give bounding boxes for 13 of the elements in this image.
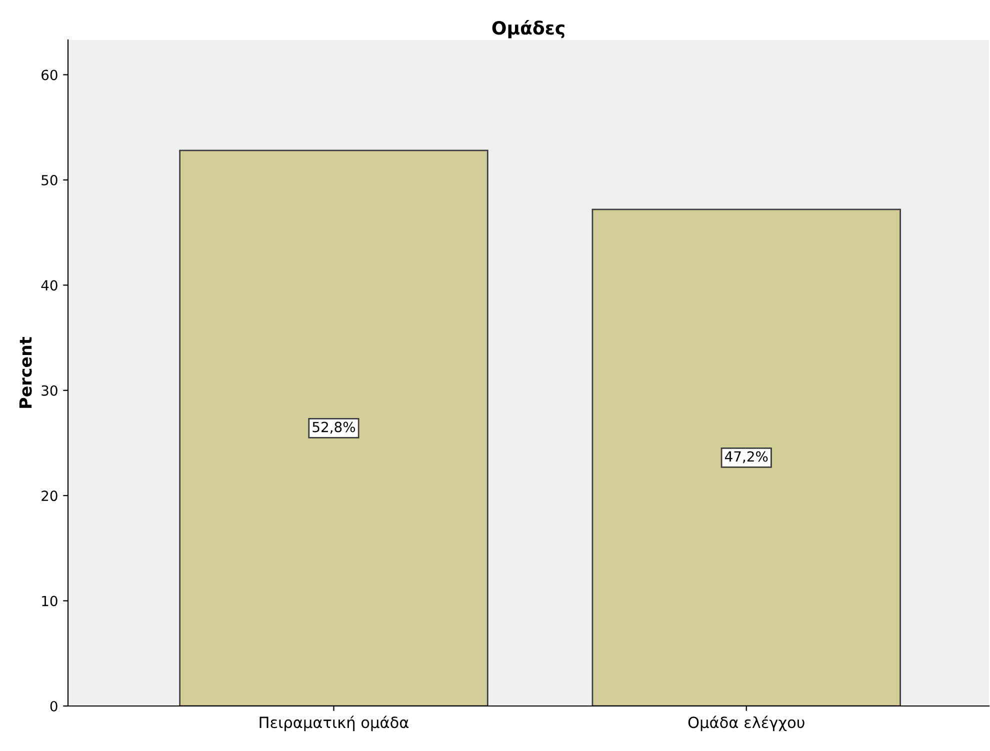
y-tick-label: 50: [42, 174, 58, 186]
y-tick-label: 10: [42, 596, 58, 606]
y-tick-label: 60: [42, 70, 58, 80]
chart-title: Ομάδες: [492, 20, 564, 38]
x-tick-label: Πειραματική ομάδα: [260, 716, 408, 732]
y-tick-label: 30: [42, 385, 58, 396]
data-label: 52,8%: [312, 422, 356, 434]
y-axis-title: Percent: [19, 337, 32, 408]
x-tick-label: Ομάδα ελέγχου: [688, 716, 804, 732]
y-tick-label: 0: [50, 700, 58, 712]
y-tick-label: 20: [42, 490, 58, 502]
y-tick-label: 40: [41, 280, 58, 291]
data-label: 47,2%: [724, 451, 768, 464]
